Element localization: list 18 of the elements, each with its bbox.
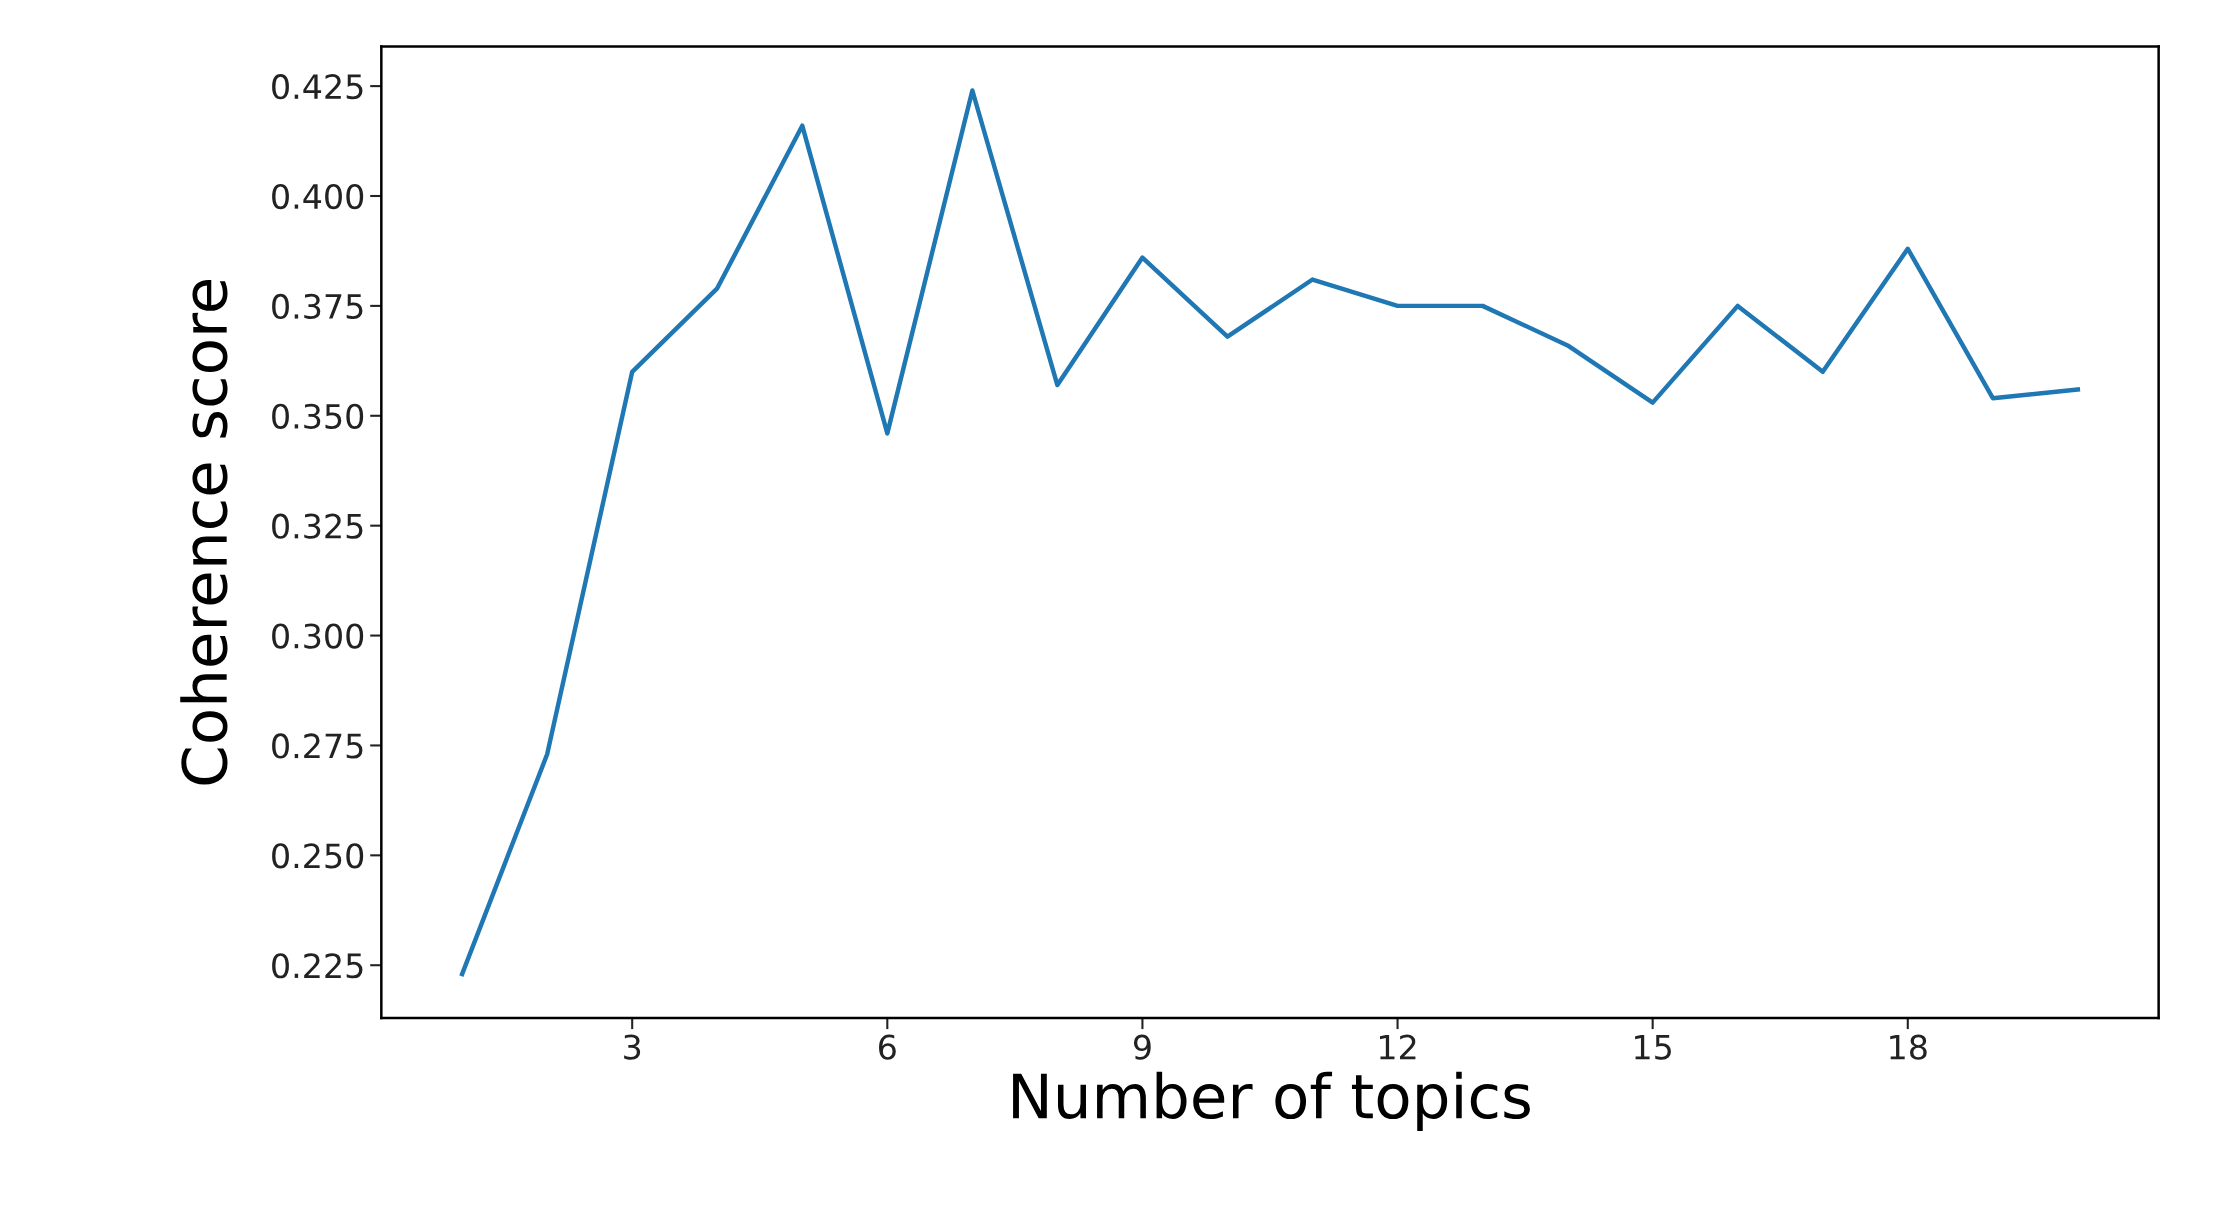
y-tick-label: 0.400 — [272, 183, 364, 210]
y-tick-label: 0.300 — [272, 623, 364, 649]
x-tick-label: 9 — [1133, 1034, 1151, 1060]
x-axis-title: Number of topics — [1013, 1071, 1530, 1131]
y-tick-label: 0.375 — [272, 293, 363, 320]
x-tick-label: 15 — [1635, 1034, 1671, 1060]
line-series — [459, 88, 2081, 977]
x-tick-label: 12 — [1380, 1034, 1416, 1060]
y-tick-label: 0.275 — [272, 733, 363, 759]
x-tick-label: 6 — [879, 1034, 896, 1060]
y-tick-label: 0.350 — [272, 403, 364, 429]
y-tick-label: 0.250 — [272, 843, 364, 869]
y-tick-label: 0.325 — [272, 513, 363, 539]
y-tick-label: 0.225 — [272, 953, 363, 979]
y-axis-title: Coherence score — [180, 279, 228, 785]
y-tick-label: 0.425 — [272, 74, 363, 100]
x-tick-label: 3 — [624, 1034, 641, 1060]
x-tick-label: 18 — [1890, 1034, 1927, 1060]
